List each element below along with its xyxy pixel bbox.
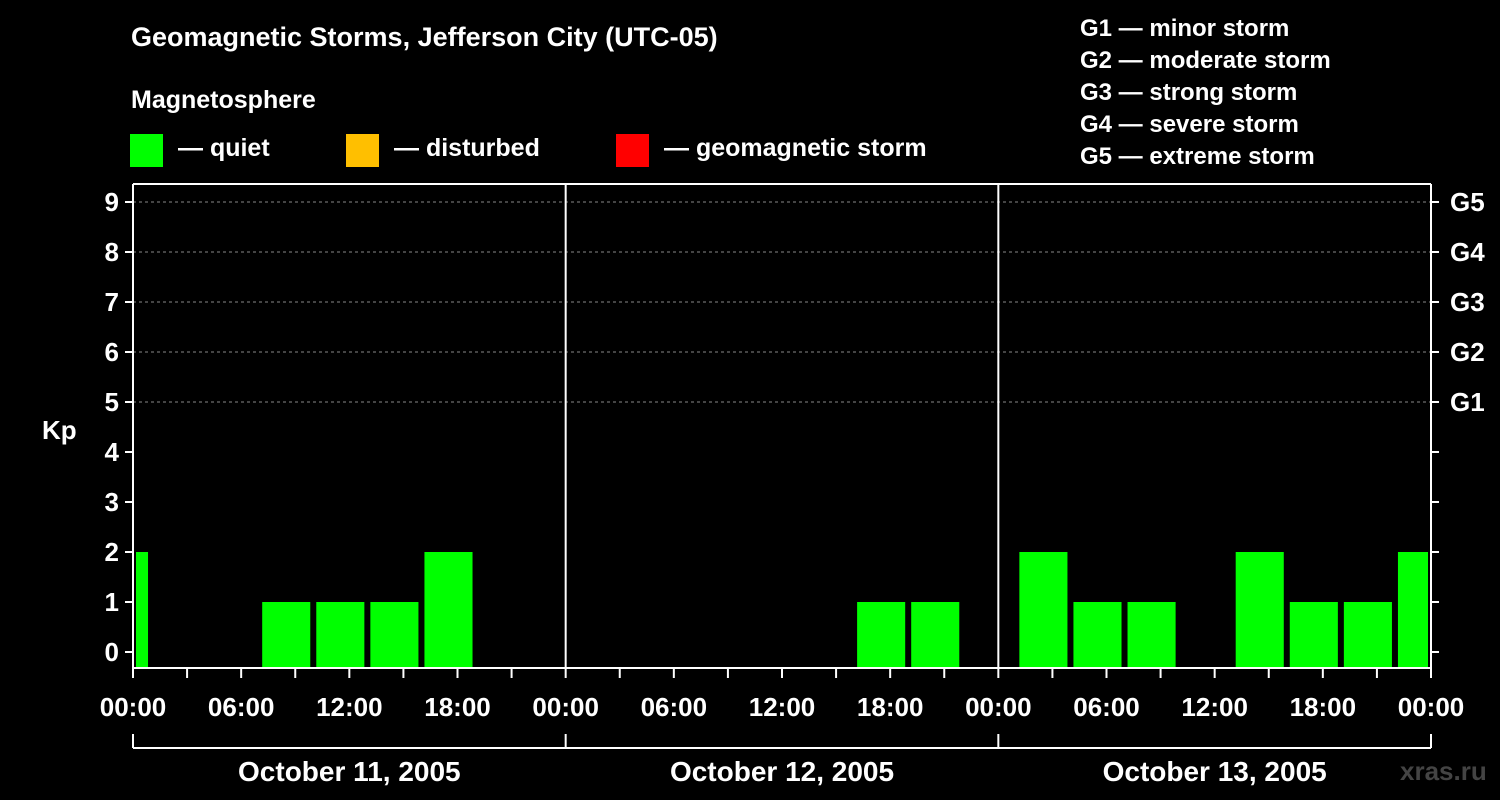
xtick-label-6: 12:00: [749, 692, 816, 722]
xtick-label-5: 06:00: [641, 692, 708, 722]
gscale-label-G1: G1: [1450, 387, 1485, 417]
watermark: xras.ru: [1400, 756, 1487, 786]
xtick-label-7: 18:00: [857, 692, 924, 722]
day-label-0: October 11, 2005: [238, 756, 461, 787]
gscale-label-G5: G5: [1450, 187, 1485, 217]
bar-0-12: [1343, 602, 1392, 668]
ytick-label-2: 2: [105, 537, 119, 567]
ytick-label-9: 9: [105, 187, 119, 217]
ytick-label-5: 5: [105, 387, 119, 417]
storm-scale-g1: G1 — minor storm: [1080, 15, 1290, 42]
xtick-label-10: 12:00: [1181, 692, 1248, 722]
xtick-label-12: 00:00: [1398, 692, 1465, 722]
legend-title: Magnetosphere: [131, 86, 316, 114]
bar-0-3: [370, 602, 419, 668]
bar-0-11: [1289, 602, 1338, 668]
day-label-1: October 12, 2005: [670, 756, 894, 787]
gscale-label-G4: G4: [1450, 237, 1485, 267]
bar-0-0: [136, 552, 149, 668]
xtick-label-8: 00:00: [965, 692, 1032, 722]
storm-scale-g4: G4 — severe storm: [1080, 111, 1299, 138]
day-label-2: October 13, 2005: [1103, 756, 1327, 787]
legend-swatch-disturbed: [346, 134, 379, 167]
bar-0-4: [424, 552, 473, 668]
xtick-label-3: 18:00: [424, 692, 491, 722]
xtick-label-9: 06:00: [1073, 692, 1140, 722]
bar-0-2: [316, 602, 365, 668]
ytick-label-3: 3: [105, 487, 119, 517]
ytick-label-8: 8: [105, 237, 119, 267]
grid-layer: [133, 201, 1431, 403]
xtick-label-4: 00:00: [532, 692, 599, 722]
storm-scale-g2: G2 — moderate storm: [1080, 47, 1331, 74]
bar-0-10: [1235, 552, 1284, 668]
legend-label-disturbed: — disturbed: [394, 134, 540, 162]
bar-0-8: [1073, 602, 1122, 668]
gscale-label-G3: G3: [1450, 287, 1485, 317]
storm-scale-g3: G3 — strong storm: [1080, 79, 1298, 106]
gscale-label-G2: G2: [1450, 337, 1485, 367]
bar-0-13: [1397, 552, 1428, 668]
xtick-label-1: 06:00: [208, 692, 275, 722]
legend-label-quiet: — quiet: [178, 134, 270, 162]
ytick-label-0: 0: [105, 637, 119, 667]
bar-0-1: [262, 602, 311, 668]
legend-swatch-storm: [616, 134, 649, 167]
bar-0-9: [1127, 602, 1176, 668]
bar-0-7: [1019, 552, 1068, 668]
ytick-label-4: 4: [105, 437, 120, 467]
bar-0-6: [911, 602, 960, 668]
xtick-label-11: 18:00: [1290, 692, 1357, 722]
storm-scale-g5: G5 — extreme storm: [1080, 143, 1315, 170]
y-axis-label: Kp: [42, 415, 77, 445]
ytick-label-7: 7: [105, 287, 119, 317]
legend-label-storm: — geomagnetic storm: [664, 134, 927, 162]
chart-title: Geomagnetic Storms, Jefferson City (UTC-…: [131, 22, 718, 52]
xtick-label-0: 00:00: [100, 692, 167, 722]
legend-swatch-quiet: [130, 134, 163, 167]
axis-layer: 0 1 2 3 4 5 6 7 8 9 G1 G2 G3 G4 G5 Kp 00:00 06:00 12:00 18:…: [42, 187, 1485, 787]
xtick-label-2: 12:00: [316, 692, 383, 722]
ytick-label-1: 1: [105, 587, 119, 617]
ytick-label-6: 6: [105, 337, 119, 367]
bars-layer: [136, 552, 1428, 668]
bar-0-5: [857, 602, 906, 668]
